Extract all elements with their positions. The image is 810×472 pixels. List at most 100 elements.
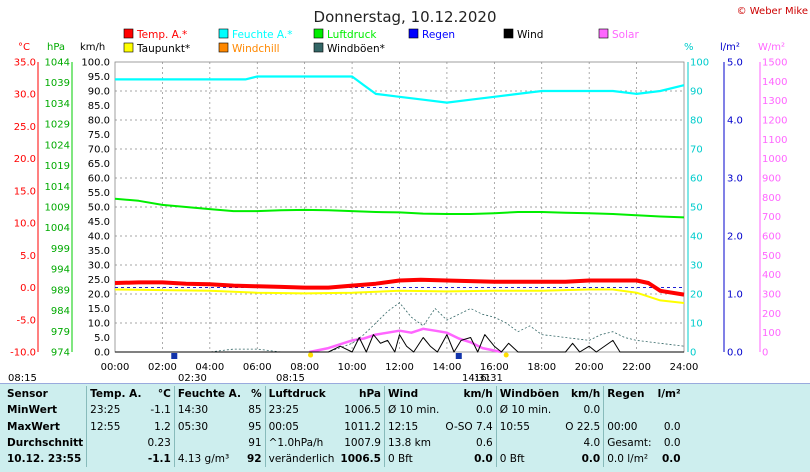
header-cell: °C [157, 388, 171, 401]
tick-press: 1019 [45, 161, 70, 172]
table-cell [173, 434, 244, 452]
table-cell: 85 [248, 404, 262, 417]
legend-label: Luftdruck [327, 29, 377, 41]
tick-temp: 0.0 [20, 283, 36, 294]
tick-solar: 1500 [762, 58, 787, 69]
table-cell [86, 451, 145, 468]
marker-moonset: 14:31 [462, 373, 491, 383]
table-cell: 1.2 [154, 420, 171, 433]
tick-solar: 500 [762, 251, 781, 262]
tick-press: 989 [51, 285, 70, 296]
tick-wind: 40.0 [88, 232, 110, 243]
tick-wind: 60.0 [88, 174, 110, 185]
tick-press: 1004 [45, 223, 70, 234]
series-line [309, 327, 502, 354]
table-cell: ^1.0hPa/h [264, 434, 338, 452]
tick-press: 979 [51, 327, 70, 338]
table-cell: 12:15 [383, 418, 443, 435]
tick-wind: 30.0 [88, 261, 110, 272]
table-cell: 0.6 [476, 437, 493, 450]
header-cell: km/h [570, 388, 601, 401]
table-cell: Ø 10 min. [383, 402, 443, 419]
tick-x: 22:00 [622, 362, 651, 373]
copyright-text: © Weber Mike [737, 6, 808, 17]
moon-icon [455, 353, 462, 359]
tick-x: 06:00 [243, 362, 272, 373]
unit-wind: km/h [80, 42, 105, 53]
tick-press: 1034 [45, 99, 70, 110]
tick-solar: 300 [762, 290, 781, 301]
weather-chart: Donnerstag, 10.12.2020 © Weber Mike Temp… [8, 6, 808, 383]
tick-press: 974 [51, 348, 70, 359]
table-cell: 1006.5 [340, 453, 381, 466]
legend-swatch [123, 42, 134, 53]
legend-swatch [218, 28, 229, 39]
table-cell: 0.0 [583, 404, 601, 417]
legend-swatch [313, 28, 324, 39]
summary-panel: Sensor Temp. A. °C Feuchte A.% Luftdruck hPa W… [0, 383, 810, 472]
legend-label: Feuchte A.* [232, 29, 293, 41]
unit-rain: l/m² [720, 42, 740, 53]
tick-hum: 0 [690, 348, 696, 359]
legend-label: Windchill [232, 43, 280, 55]
table-cell: 0.0 [476, 404, 493, 417]
legend-label: Regen [422, 29, 455, 41]
table-cell: 0.0 [581, 453, 601, 466]
table-cell: 05:30 [173, 418, 244, 435]
tick-hum: 70 [690, 145, 703, 156]
row-label: 10.12. 23:55 [7, 453, 82, 466]
table-cell: Ø 10 min. [495, 402, 563, 419]
legend-swatch [123, 28, 134, 39]
series-line [114, 288, 685, 304]
tick-x: 02:00 [148, 362, 177, 373]
tick-wind: 45.0 [88, 217, 110, 228]
table-cell: 4.13 g/m³ [173, 451, 244, 468]
tick-rain: 4.0 [727, 116, 743, 127]
marker-moonrise: 02:30 [178, 373, 207, 383]
tick-press: 984 [51, 306, 70, 317]
table-cell: 10:55 [495, 418, 563, 435]
tick-wind: 50.0 [88, 203, 110, 214]
header-cell: km/h [463, 388, 493, 401]
tick-press: 1039 [45, 78, 70, 89]
table-cell: 0.0 [663, 420, 681, 433]
tick-x: 14:00 [433, 362, 462, 373]
table-row: MinWert 23:25 -1.1 14:30 85 23:25 1006.5 Ø 10 m… [4, 402, 684, 419]
tick-wind: 15.0 [88, 304, 110, 315]
table-cell: 13.8 km [383, 434, 443, 452]
table-cell: 12:55 [86, 418, 145, 435]
tick-rain: 5.0 [727, 58, 743, 69]
tick-temp: 10.0 [14, 219, 36, 230]
tick-solar: 1300 [762, 96, 787, 107]
marker-sunrise: 08:15 [276, 373, 305, 383]
tick-wind: 90.0 [88, 87, 110, 98]
tick-press: 1029 [45, 120, 70, 131]
tick-wind: 5.0 [94, 333, 110, 344]
header-cell: Temp. A. [86, 386, 145, 403]
tick-temp: 15.0 [14, 186, 36, 197]
table-cell: 92 [247, 453, 262, 466]
table-cell: 23:25 [264, 402, 338, 419]
table-cell: 14:30 [173, 402, 244, 419]
legend-swatch [503, 28, 514, 39]
tick-wind: 20.0 [88, 290, 110, 301]
tick-solar: 1200 [762, 116, 787, 127]
table-cell: 00:00 [603, 418, 655, 435]
table-row: Durchschnitt 0.23 91 ^1.0hPa/h 1007.9 13.8 km… [4, 434, 684, 452]
tick-rain: 2.0 [727, 232, 743, 243]
grid [114, 61, 685, 353]
legend-label: Taupunkt* [136, 43, 190, 55]
table-cell: Gesamt: [603, 434, 655, 452]
unit-hum: % [684, 42, 694, 53]
tick-solar: 900 [762, 174, 781, 185]
tick-x: 00:00 [101, 362, 130, 373]
row-label: MinWert [7, 404, 58, 417]
tick-temp: 5.0 [20, 251, 36, 262]
tick-hum: 40 [690, 232, 703, 243]
tick-press: 1044 [45, 58, 70, 69]
legend-swatch [313, 42, 324, 53]
tick-wind: 100.0 [81, 58, 110, 69]
axis-units: °C hPa km/h % l/m² W/m² [18, 42, 785, 53]
table-header: Sensor Temp. A. °C Feuchte A.% Luftdruck hPa W… [4, 386, 684, 403]
header-cell: Sensor [7, 388, 48, 401]
